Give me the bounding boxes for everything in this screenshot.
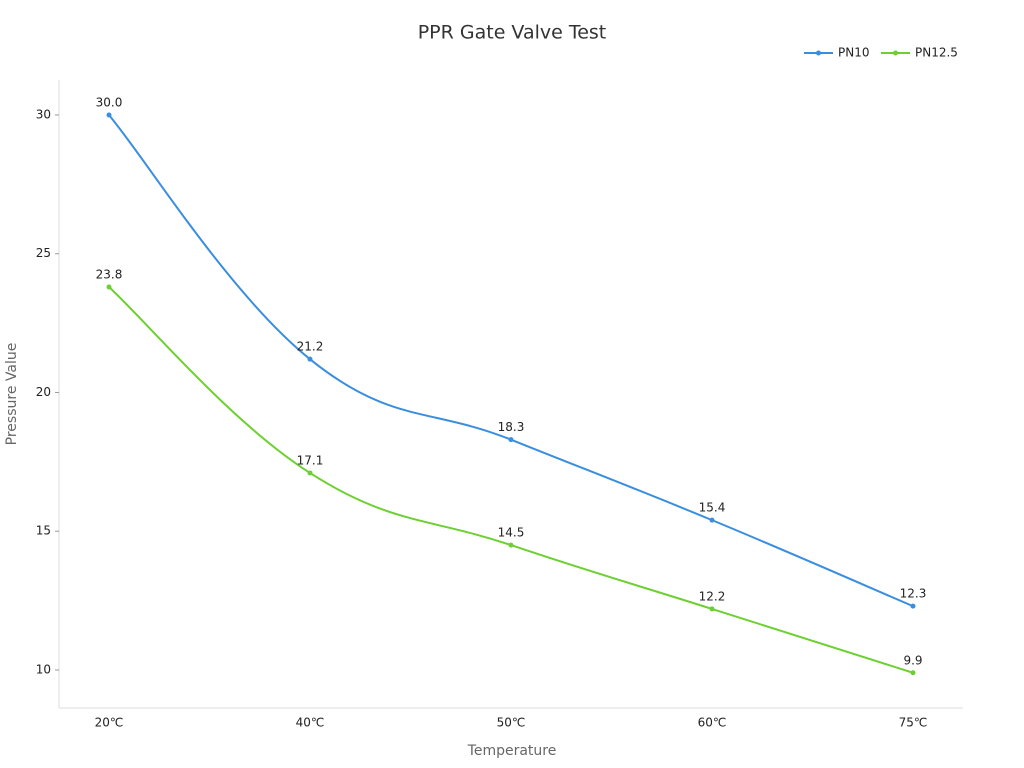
data-label: 12.3 (900, 587, 927, 601)
data-point (910, 603, 916, 609)
y-tick-label: 25 (36, 246, 51, 260)
data-label: 12.2 (699, 589, 726, 603)
data-label: 30.0 (96, 95, 123, 109)
data-point (106, 112, 112, 118)
data-label: 15.4 (699, 501, 726, 515)
data-point (508, 542, 514, 548)
y-tick-label: 15 (36, 524, 51, 538)
x-tick-label: 40℃ (296, 716, 325, 730)
data-point (106, 284, 112, 290)
x-tick-label: 20℃ (95, 716, 124, 730)
data-label: 9.9 (903, 653, 922, 667)
data-point (307, 356, 313, 362)
data-label: 17.1 (297, 453, 324, 467)
data-label: 18.3 (498, 420, 525, 434)
data-point (307, 470, 313, 476)
y-tick-label: 30 (36, 107, 51, 121)
x-tick-label: 50℃ (497, 716, 526, 730)
legend-label: PN12.5 (915, 46, 958, 60)
y-tick-label: 20 (36, 385, 51, 399)
data-point (910, 670, 916, 676)
data-label: 21.2 (297, 340, 324, 354)
data-point (508, 437, 514, 443)
series-line (108, 286, 914, 674)
x-axis-title: Temperature (467, 743, 557, 759)
data-label: 14.5 (498, 526, 525, 540)
legend-marker (816, 50, 821, 56)
x-tick-label: 75℃ (899, 716, 928, 730)
legend-marker (893, 50, 898, 56)
data-point (709, 517, 715, 523)
x-tick-label: 60℃ (698, 716, 727, 730)
data-label: 23.8 (96, 268, 123, 282)
chart-title: PPR Gate Valve Test (418, 22, 607, 44)
data-point (709, 606, 715, 612)
y-tick-label: 10 (36, 662, 51, 676)
series-line (108, 114, 914, 608)
y-axis-title: Pressure Value (4, 343, 20, 446)
legend-label: PN10 (838, 46, 869, 60)
